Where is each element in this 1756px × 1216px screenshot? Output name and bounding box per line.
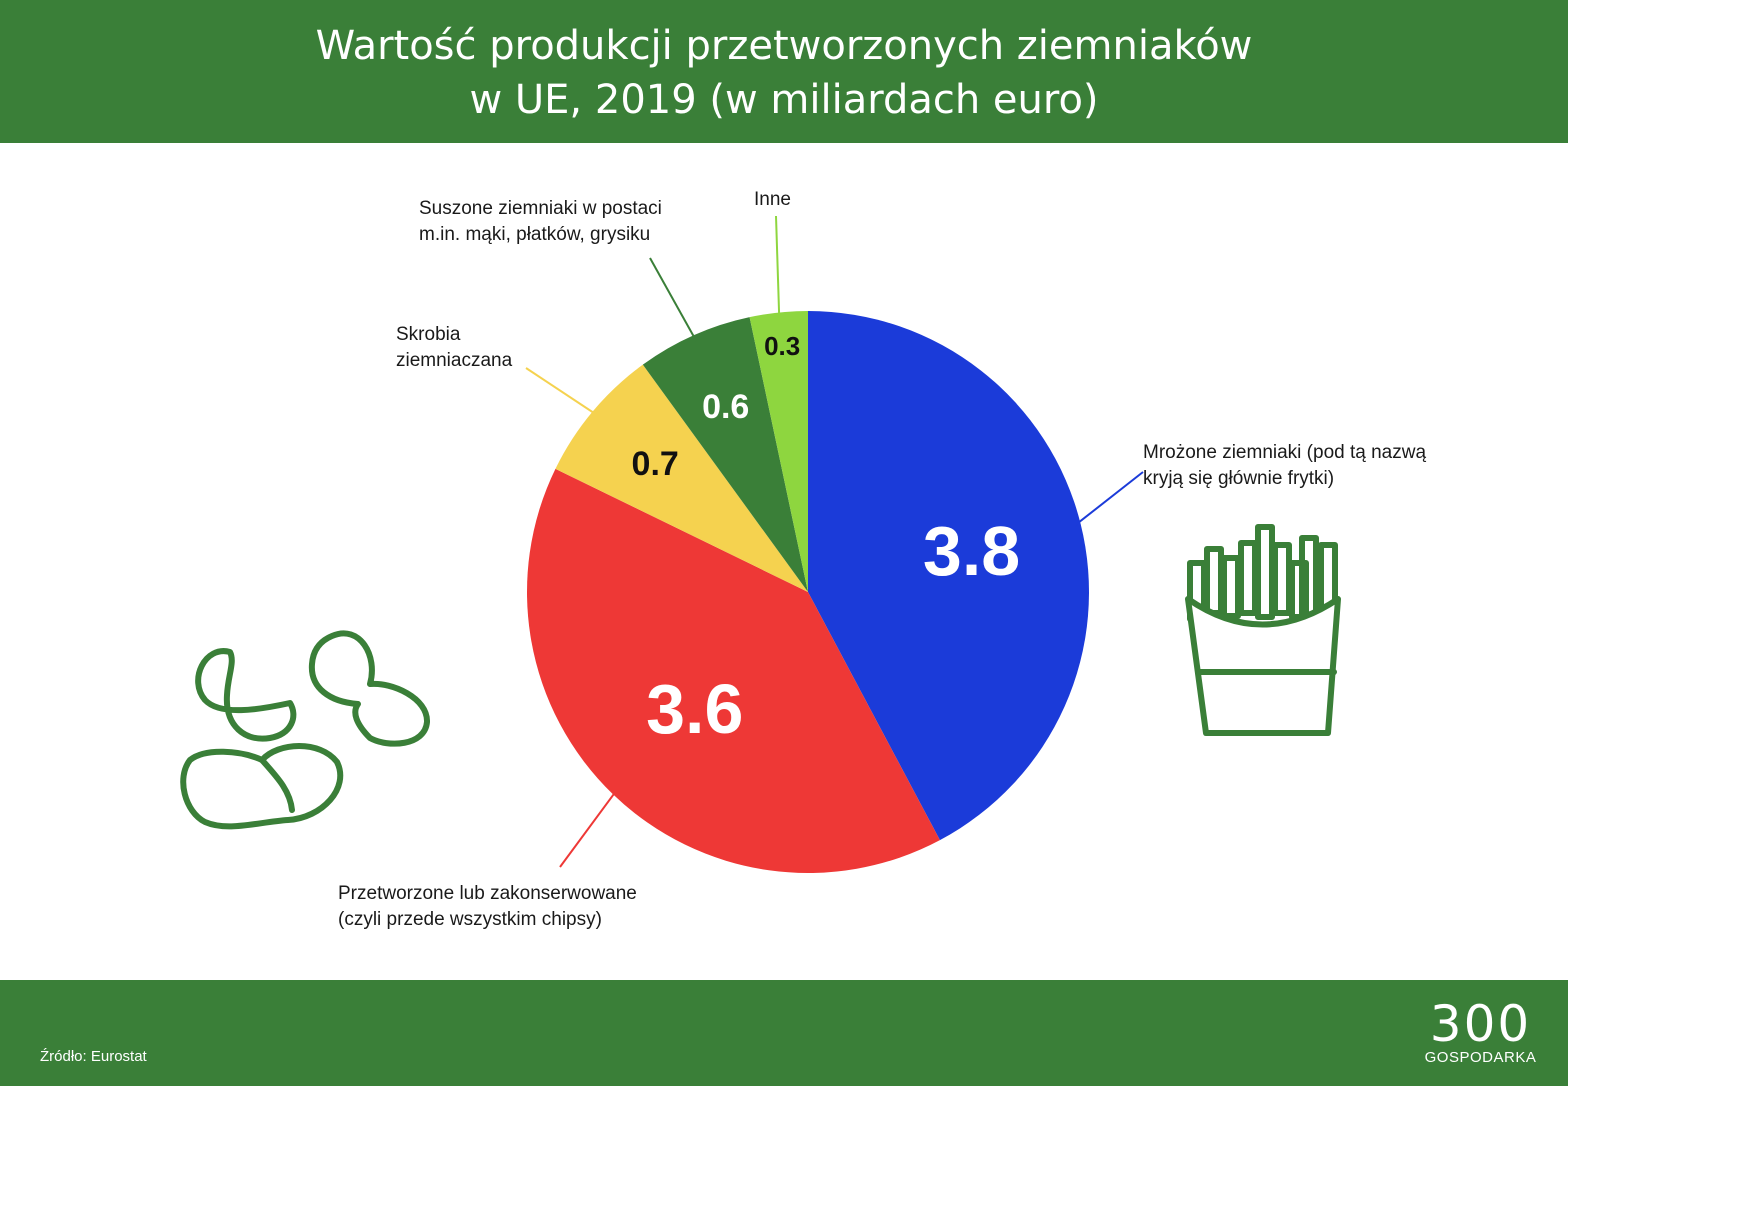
slice-potato-starch	[555, 364, 808, 592]
header-banner: Wartość produkcji przetworzonych ziemnia…	[0, 0, 1568, 143]
fries-icon	[1185, 524, 1341, 736]
logo-number: 300	[1429, 995, 1532, 1053]
value-label-dried-potatoes: 0.6	[702, 388, 749, 426]
chips-icon	[180, 630, 431, 830]
source-note: Źródło: Eurostat	[40, 1048, 147, 1065]
slice-processed-preserved	[527, 468, 940, 874]
value-label-potato-starch: 0.7	[632, 445, 679, 483]
leader-line-other	[775, 215, 781, 319]
chart-title-line-1: Wartość produkcji przetworzonych ziemnia…	[315, 23, 1253, 69]
label-frozen-potatoes: Mrożone ziemniaki (pod tą nazwą kryją si…	[1143, 442, 1427, 489]
slice-other	[749, 311, 808, 592]
value-label-processed-preserved: 3.6	[646, 670, 743, 748]
brand-logo: 300 GOSPODARKA	[1418, 998, 1543, 1066]
chart-title-line-2: w UE, 2019 (w miliardach euro)	[469, 77, 1099, 123]
leader-line-dried-potatoes	[649, 257, 698, 342]
footer-banner: Źródło: Eurostat 300 GOSPODARKA	[0, 980, 1568, 1086]
pie-chart: 3.8 3.6 0.7 0.6 0.3	[180, 215, 1341, 874]
label-dried-potatoes: Suszone ziemniaki w postaci m.in. mąki, …	[419, 198, 662, 245]
slice-frozen-potatoes	[808, 311, 1089, 841]
value-label-frozen-potatoes: 3.8	[923, 512, 1020, 590]
label-processed-preserved: Przetworzone lub zakonserwowane (czyli p…	[338, 883, 637, 930]
slice-dried-potatoes	[642, 317, 808, 592]
leader-line-processed-preserved	[559, 789, 618, 868]
logo-text: GOSPODARKA	[1424, 1049, 1537, 1066]
leader-line-potato-starch	[525, 367, 598, 417]
label-potato-starch: Skrobia ziemniaczana	[396, 324, 513, 371]
label-other: Inne	[754, 189, 791, 210]
leader-line-frozen-potatoes	[1074, 471, 1144, 527]
value-label-other: 0.3	[764, 331, 800, 361]
